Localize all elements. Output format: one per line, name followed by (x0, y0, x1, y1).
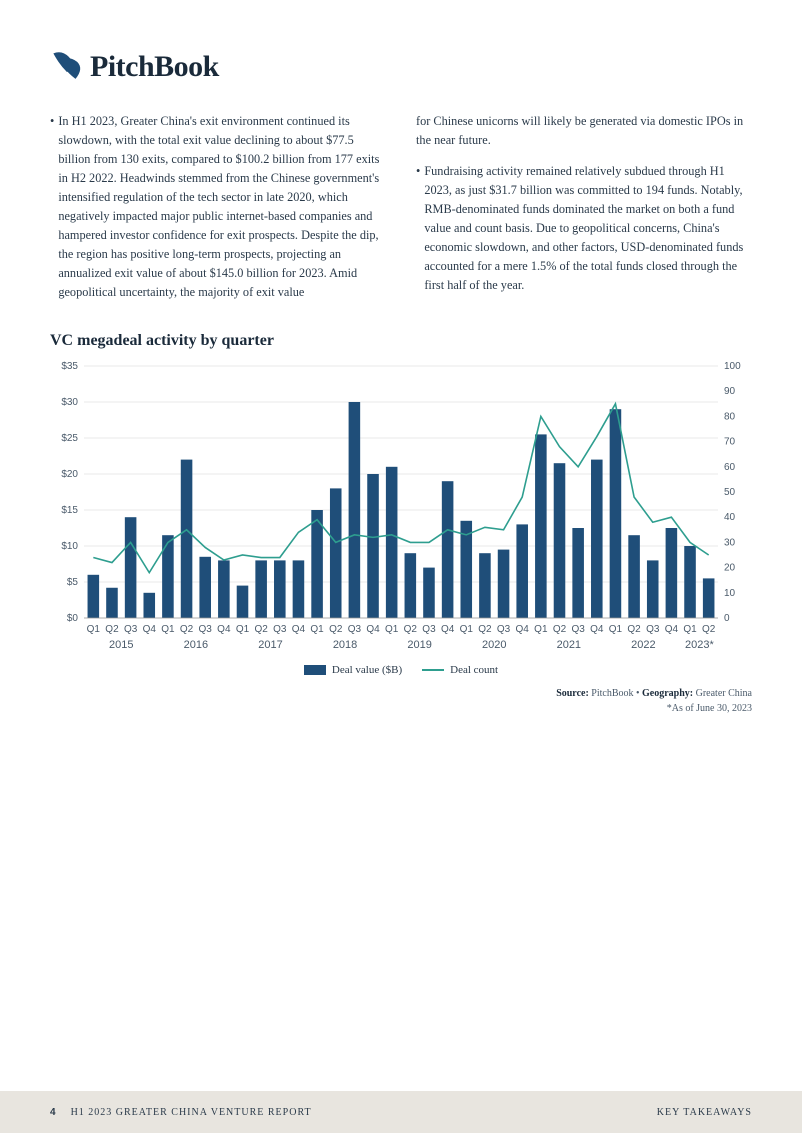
svg-text:80: 80 (724, 412, 736, 423)
svg-text:Q2: Q2 (553, 624, 567, 635)
svg-text:2023*: 2023* (685, 639, 714, 651)
svg-text:2018: 2018 (333, 639, 357, 651)
svg-text:Q3: Q3 (273, 624, 287, 635)
svg-text:2020: 2020 (482, 639, 506, 651)
svg-text:Q2: Q2 (404, 624, 418, 635)
svg-text:Q4: Q4 (441, 624, 455, 635)
svg-text:Q1: Q1 (87, 624, 101, 635)
left-column: • In H1 2023, Greater China's exit envir… (50, 112, 386, 310)
svg-text:$10: $10 (61, 541, 78, 552)
source-label-1: Source: (556, 688, 589, 699)
svg-text:$35: $35 (61, 361, 78, 372)
chart-svg: $0 $5 $10 $15 $20 $25 $30 $35 0 10 20 30 40 50 60 70 80 9… (50, 360, 752, 660)
svg-text:70: 70 (724, 437, 736, 448)
svg-text:Q4: Q4 (590, 624, 604, 635)
bullet-mark: • (416, 162, 420, 295)
bullet-1-text: In H1 2023, Greater China's exit environ… (58, 112, 386, 302)
svg-text:$30: $30 (61, 397, 78, 408)
svg-text:Q2: Q2 (254, 624, 268, 635)
logo: PitchBook (50, 50, 752, 84)
logo-text: PitchBook (90, 50, 219, 84)
chart-source: Source: PitchBook • Geography: Greater C… (50, 686, 752, 716)
svg-text:Q1: Q1 (310, 624, 324, 635)
svg-text:2016: 2016 (184, 639, 208, 651)
svg-text:10: 10 (724, 588, 736, 599)
svg-text:Q2: Q2 (329, 624, 343, 635)
svg-text:Q1: Q1 (534, 624, 548, 635)
svg-text:Q4: Q4 (366, 624, 380, 635)
legend-bar: Deal value ($B) (304, 664, 402, 676)
svg-text:60: 60 (724, 462, 736, 473)
svg-text:Q1: Q1 (236, 624, 250, 635)
svg-text:Q2: Q2 (627, 624, 641, 635)
legend-line: Deal count (422, 664, 498, 676)
footer-title: H1 2023 GREATER CHINA VENTURE REPORT (71, 1107, 312, 1118)
svg-text:Q4: Q4 (217, 624, 231, 635)
svg-text:0: 0 (724, 613, 730, 624)
svg-text:2015: 2015 (109, 639, 133, 651)
source-label-2: Geography: (642, 688, 693, 699)
svg-text:Q1: Q1 (385, 624, 399, 635)
svg-text:Q3: Q3 (497, 624, 511, 635)
svg-text:Q2: Q2 (105, 624, 119, 635)
svg-text:20: 20 (724, 563, 736, 574)
footer-section: KEY TAKEAWAYS (657, 1107, 752, 1118)
svg-text:Q2: Q2 (702, 624, 716, 635)
continuation-text: for Chinese unicorns will likely be gene… (416, 112, 752, 150)
svg-text:90: 90 (724, 387, 736, 398)
svg-text:Q3: Q3 (422, 624, 436, 635)
svg-text:$25: $25 (61, 433, 78, 444)
svg-text:$20: $20 (61, 469, 78, 480)
source-val-1: PitchBook • (589, 688, 642, 699)
line-swatch (422, 669, 444, 671)
chart-legend: Deal value ($B) Deal count (50, 664, 752, 676)
svg-text:Q3: Q3 (646, 624, 660, 635)
svg-text:$5: $5 (67, 577, 79, 588)
svg-text:2019: 2019 (407, 639, 431, 651)
svg-text:2022: 2022 (631, 639, 655, 651)
svg-text:Q3: Q3 (199, 624, 213, 635)
bar-swatch (304, 665, 326, 675)
right-column: for Chinese unicorns will likely be gene… (416, 112, 752, 310)
chart: $0 $5 $10 $15 $20 $25 $30 $35 0 10 20 30 40 50 60 70 80 9… (50, 360, 752, 716)
svg-text:2021: 2021 (557, 639, 581, 651)
svg-text:Q3: Q3 (348, 624, 362, 635)
svg-text:50: 50 (724, 487, 736, 498)
pitchbook-icon (50, 50, 84, 84)
bullet-mark: • (50, 112, 54, 302)
svg-text:Q4: Q4 (292, 624, 306, 635)
svg-text:Q2: Q2 (180, 624, 194, 635)
svg-text:Q4: Q4 (516, 624, 530, 635)
body-text: • In H1 2023, Greater China's exit envir… (50, 112, 752, 310)
svg-text:Q3: Q3 (124, 624, 138, 635)
source-val-2: Greater China (693, 688, 752, 699)
svg-text:2017: 2017 (258, 639, 282, 651)
bullet-2-text: Fundraising activity remained relatively… (424, 162, 752, 295)
source-note: *As of June 30, 2023 (50, 701, 752, 716)
svg-text:Q2: Q2 (478, 624, 492, 635)
svg-text:Q1: Q1 (683, 624, 697, 635)
chart-title: VC megadeal activity by quarter (50, 332, 752, 350)
legend-line-label: Deal count (450, 664, 498, 676)
svg-text:$0: $0 (67, 613, 79, 624)
svg-text:Q4: Q4 (665, 624, 679, 635)
svg-text:Q1: Q1 (161, 624, 175, 635)
svg-text:Q1: Q1 (609, 624, 623, 635)
svg-text:Q4: Q4 (143, 624, 157, 635)
page-footer: 4 H1 2023 GREATER CHINA VENTURE REPORT K… (0, 1091, 802, 1133)
legend-bar-label: Deal value ($B) (332, 664, 402, 676)
svg-text:Q3: Q3 (571, 624, 585, 635)
svg-text:100: 100 (724, 361, 741, 372)
svg-text:$15: $15 (61, 505, 78, 516)
svg-text:30: 30 (724, 538, 736, 549)
svg-text:40: 40 (724, 513, 736, 524)
page-number: 4 (50, 1107, 57, 1118)
svg-text:Q1: Q1 (460, 624, 474, 635)
